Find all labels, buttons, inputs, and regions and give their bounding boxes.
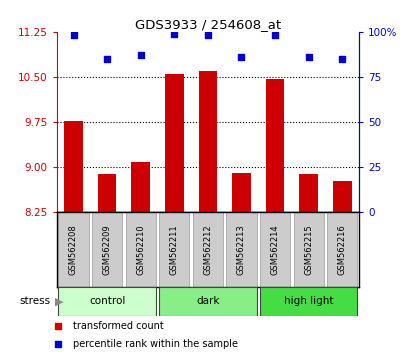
Bar	[199, 71, 217, 212]
Point	[238, 54, 245, 60]
Point	[305, 54, 312, 60]
Point	[104, 56, 110, 62]
Bar	[327, 212, 357, 287]
Point	[171, 31, 178, 36]
Bar	[58, 212, 89, 287]
Text: dark: dark	[196, 296, 220, 306]
Text: GSM562212: GSM562212	[203, 224, 213, 275]
Text: high light: high light	[284, 296, 333, 306]
Text: GSM562210: GSM562210	[136, 224, 145, 275]
Text: GSM562215: GSM562215	[304, 224, 313, 275]
Point	[339, 56, 346, 62]
Bar	[165, 74, 184, 212]
Point	[70, 33, 77, 38]
Bar	[226, 212, 257, 287]
Bar	[64, 121, 83, 212]
Bar	[159, 212, 189, 287]
Point	[272, 33, 278, 38]
Bar	[260, 212, 290, 287]
Bar	[266, 79, 284, 212]
Bar	[232, 173, 251, 212]
Text: GSM562209: GSM562209	[102, 224, 112, 275]
Bar	[260, 287, 357, 316]
Bar	[193, 212, 223, 287]
Bar	[126, 212, 156, 287]
Text: percentile rank within the sample: percentile rank within the sample	[73, 339, 238, 349]
Text: GSM562214: GSM562214	[270, 224, 280, 275]
Bar	[159, 287, 257, 316]
Bar	[294, 212, 324, 287]
Bar	[131, 162, 150, 212]
Bar	[58, 287, 156, 316]
Text: GSM562213: GSM562213	[237, 224, 246, 275]
Bar	[98, 175, 116, 212]
Text: GSM562208: GSM562208	[69, 224, 78, 275]
Text: control: control	[89, 296, 125, 306]
Title: GDS3933 / 254608_at: GDS3933 / 254608_at	[135, 18, 281, 31]
Text: ▶: ▶	[55, 296, 63, 306]
Text: stress: stress	[19, 296, 50, 306]
Point	[137, 52, 144, 58]
Text: transformed count: transformed count	[73, 321, 164, 331]
Point	[205, 33, 211, 38]
Text: GSM562216: GSM562216	[338, 224, 347, 275]
Text: GSM562211: GSM562211	[170, 224, 179, 275]
Bar	[92, 212, 122, 287]
Bar	[333, 181, 352, 212]
Bar	[299, 175, 318, 212]
